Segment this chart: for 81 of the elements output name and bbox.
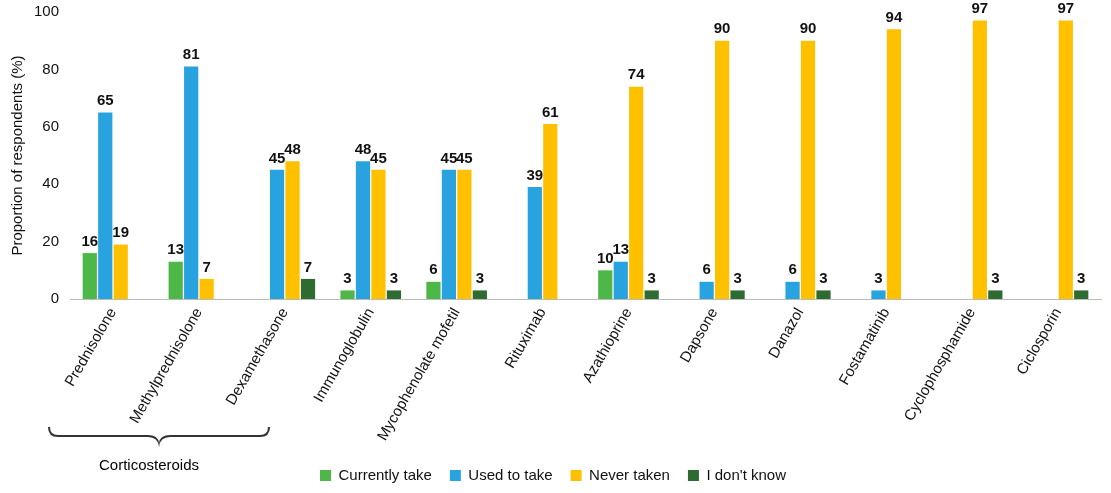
data-label: 7 [202,257,211,275]
y-tick-label: 40 [42,174,60,192]
bar [285,161,300,300]
y-tick-label: 20 [42,231,60,249]
bar [457,169,472,300]
bar [168,261,183,300]
bar [816,290,831,300]
data-label: 6 [702,260,711,278]
bar [598,270,613,300]
bar [82,253,97,300]
bar [1058,20,1073,300]
data-label: 39 [526,165,544,183]
bar [785,281,800,300]
y-axis-title: Proportion of respondents (%) [8,55,26,256]
bar [472,290,487,300]
data-label: 81 [182,45,200,63]
data-label: 6 [788,260,797,278]
data-label: 90 [799,19,817,37]
data-label: 97 [1057,0,1075,17]
legend-label: Never taken [589,465,670,483]
text: Corticosteroids [99,456,200,473]
bar [386,290,402,300]
bar [371,169,386,300]
data-label: 7 [303,257,313,275]
bar [543,123,558,300]
data-label: 48 [354,139,372,157]
bar [340,290,355,300]
bar [269,169,285,300]
legend-label: Used to take [468,465,553,483]
bar [629,86,644,300]
bar [184,66,199,300]
y-tick-label: 0 [50,289,60,307]
data-label: 97 [971,0,989,17]
bar [426,281,441,300]
legend-label: Currently take [338,465,432,483]
data-label: 3 [475,269,485,287]
data-label: 3 [343,269,352,287]
data-label: 45 [456,148,473,166]
data-label: 45 [370,148,387,166]
data-label: 16 [81,231,99,249]
bar [355,161,371,300]
bar [972,20,987,300]
data-label: 74 [627,65,646,83]
bar [871,290,886,300]
data-label: 3 [991,269,1000,287]
data-label: 3 [819,269,828,287]
bar [199,278,214,300]
bar [644,290,659,300]
bar [715,40,730,300]
data-label: 3 [874,269,883,287]
bar [988,290,1003,300]
data-label: 3 [647,269,656,287]
bar [800,40,816,300]
data-label: 3 [389,269,399,287]
bar [300,278,316,300]
data-label: 61 [541,102,559,120]
bar [113,244,128,300]
bar [886,29,902,300]
bar [613,261,628,300]
data-label: 13 [612,240,630,258]
bar [441,169,457,300]
data-label: 45 [440,148,458,166]
data-label: 10 [596,248,614,266]
data-label: 3 [733,269,742,287]
y-tick-label: 60 [42,116,60,134]
y-tick-label: 100 [34,2,60,20]
bar [1074,290,1089,300]
data-label: 6 [429,260,438,278]
data-label: 94 [885,7,903,25]
data-label: 48 [284,139,301,157]
legend-label: I don't know [706,465,787,483]
data-label: 3 [1077,269,1086,287]
bar [699,281,714,300]
bar [98,112,113,300]
bar [527,187,542,300]
bar [730,290,745,300]
y-tick-label: 80 [42,59,60,77]
data-label: 19 [112,223,130,241]
data-label: 13 [167,240,185,258]
data-label: 90 [713,19,731,37]
data-label: 65 [96,91,114,109]
